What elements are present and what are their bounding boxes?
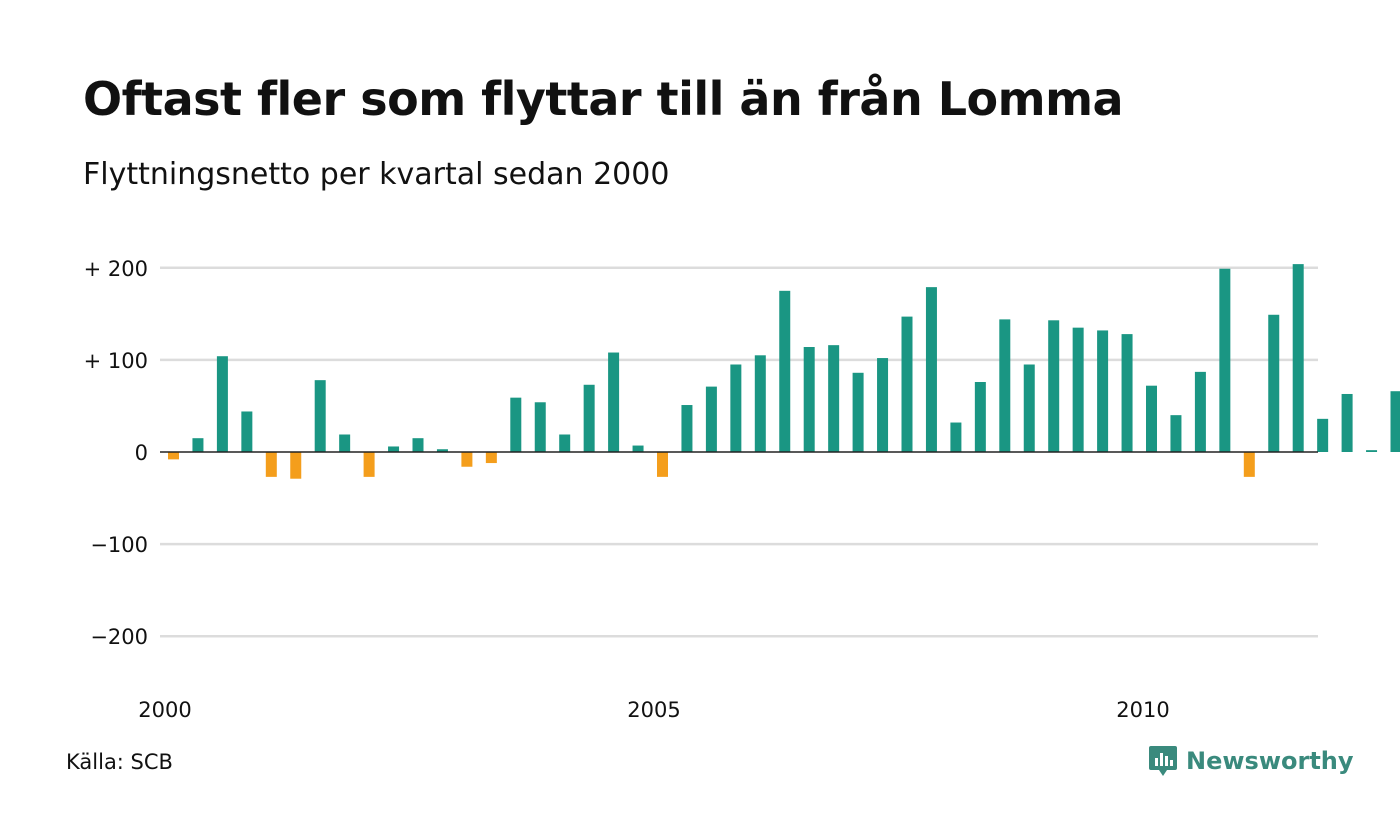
y-tick-label: −100 — [90, 533, 148, 557]
newsworthy-logo-icon — [1149, 746, 1177, 776]
bar — [705, 386, 717, 452]
bar — [1219, 268, 1231, 452]
bar — [1390, 391, 1400, 452]
x-tick-label: 2005 — [627, 698, 680, 722]
bar — [192, 438, 204, 453]
chart-subtitle: Flyttningsnetto per kvartal sedan 2000 — [83, 157, 670, 192]
bar — [681, 405, 693, 452]
x-axis-labels: 20002005201020152020 — [138, 698, 1169, 722]
bar — [803, 347, 815, 452]
bar — [339, 434, 351, 452]
bar — [314, 380, 326, 452]
bar — [485, 452, 497, 464]
source-note: Källa: SCB — [66, 750, 173, 774]
bar — [828, 345, 840, 452]
bar — [510, 397, 522, 452]
brand-name: Newsworthy — [1186, 747, 1354, 775]
bar — [559, 434, 571, 452]
y-axis-labels: + 200 + 100 0 −100 −200 — [84, 257, 148, 649]
bar — [436, 449, 448, 452]
bar — [1170, 415, 1182, 452]
brand-logo: Newsworthy — [1148, 744, 1354, 778]
bar — [779, 290, 791, 452]
chart-title: Oftast fler som flyttar till än från Lom… — [83, 72, 1124, 126]
y-tick-label: + 100 — [84, 349, 148, 373]
bar — [1048, 320, 1060, 452]
bar — [974, 382, 986, 452]
bar — [1072, 327, 1084, 452]
bar — [1317, 418, 1329, 452]
bar — [1243, 452, 1255, 477]
bar — [534, 402, 546, 452]
bar — [1097, 330, 1109, 452]
y-tick-label: + 200 — [84, 257, 148, 281]
y-tick-label: 0 — [135, 441, 148, 465]
x-tick-label: 2000 — [138, 698, 191, 722]
bar — [1341, 393, 1353, 452]
bar — [363, 452, 375, 477]
bar — [901, 316, 913, 452]
bar — [461, 452, 473, 467]
bar — [1292, 264, 1304, 452]
bar — [216, 356, 228, 452]
bar — [754, 355, 766, 452]
bar — [632, 445, 644, 452]
bar — [1268, 314, 1280, 452]
bar — [412, 438, 424, 453]
bar — [852, 372, 864, 452]
bar — [999, 319, 1011, 452]
bar — [877, 358, 889, 452]
x-tick-label: 2010 — [1116, 698, 1169, 722]
bar — [608, 352, 620, 452]
y-tick-label: −200 — [90, 625, 148, 649]
bar — [1121, 334, 1133, 452]
bar — [265, 452, 277, 477]
bar — [1194, 371, 1206, 452]
bar — [657, 452, 668, 477]
bar — [1023, 364, 1035, 452]
bar — [1146, 385, 1157, 452]
bar — [388, 446, 400, 452]
bar — [730, 364, 742, 452]
bar — [950, 422, 962, 452]
bar — [290, 452, 302, 479]
bar — [583, 384, 595, 452]
bar — [1366, 450, 1378, 452]
bar — [925, 287, 937, 452]
bars — [168, 264, 1400, 479]
bar — [241, 411, 253, 452]
bar — [168, 452, 179, 460]
